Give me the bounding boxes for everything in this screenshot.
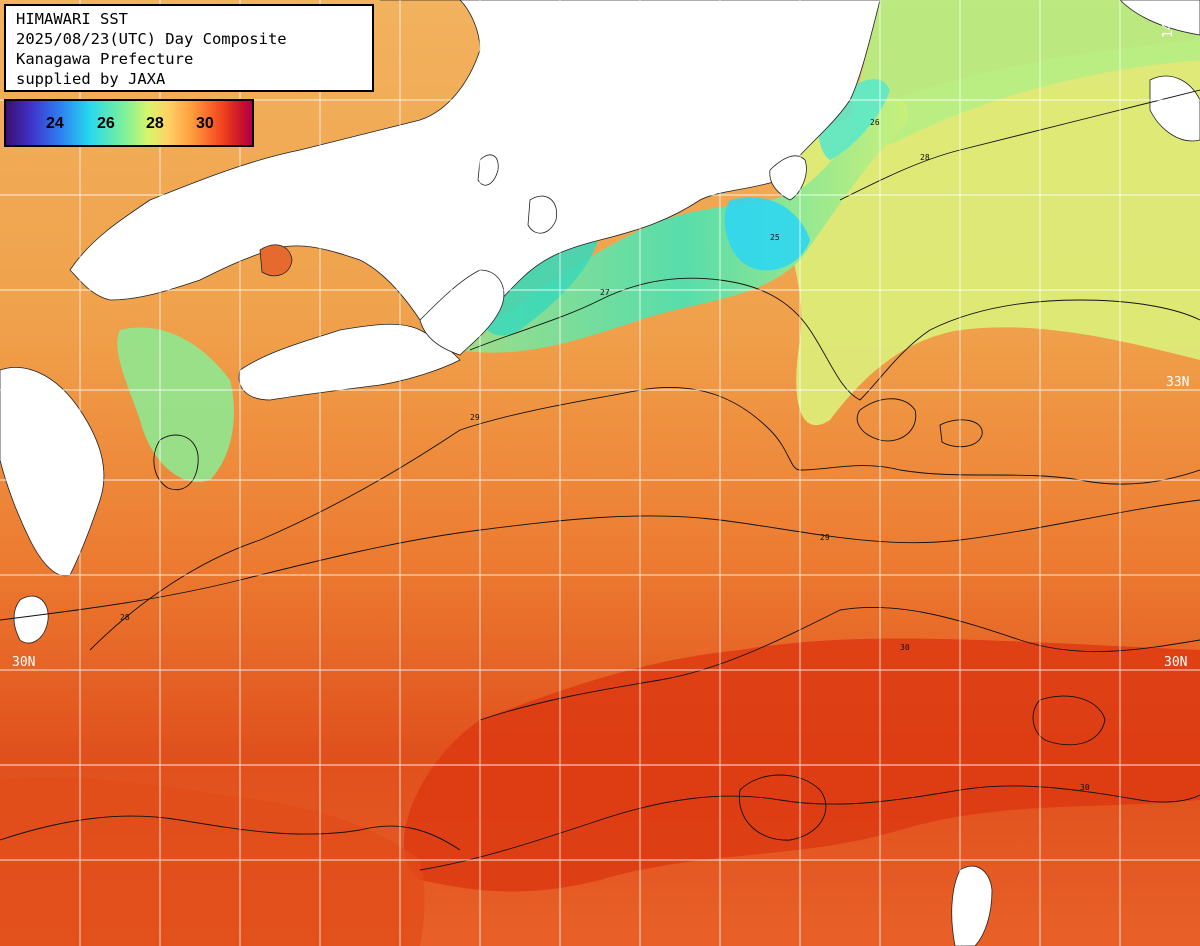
contour-eddy-3 (153, 434, 199, 490)
land-izu-peninsula (769, 155, 807, 201)
contour-label-30b: 30 (1080, 783, 1090, 792)
cold-patch (724, 197, 810, 271)
title-line-2: 2025/08/23(UTC) Day Composite (16, 30, 287, 48)
cool-coastal-water (460, 97, 909, 353)
legend-tick-28: 28 (146, 115, 164, 132)
contour-29-west (0, 815, 461, 851)
contour-eddy-4 (738, 774, 827, 841)
contour-eddy-5 (1032, 695, 1106, 746)
legend-tick-26: 26 (97, 115, 115, 132)
land-shikoku (238, 323, 461, 401)
land-honshu (69, 0, 881, 347)
land-island-1 (477, 154, 499, 186)
mild-water-region-north (852, 0, 1200, 146)
contour-label-29: 29 (470, 413, 480, 422)
contour-label-30: 30 (900, 643, 910, 652)
contour-eddy-1 (856, 398, 917, 442)
land-kii-peninsula (419, 269, 505, 356)
contour-eddy-2 (939, 419, 983, 448)
lat-label-30n-right: 30N (1164, 655, 1187, 670)
lon-label-14: 14 (1161, 22, 1176, 38)
contour-label-28: 28 (120, 613, 130, 622)
lat-label-30n-left: 30N (12, 655, 35, 670)
land-kyushu (0, 367, 105, 577)
title-line-3: Kanagawa Prefecture (16, 50, 194, 68)
land-island-3 (259, 244, 293, 277)
cool-water-kii (477, 235, 600, 336)
lon-label-136e: 136E (491, 9, 506, 40)
contour-label-28b: 28 (920, 153, 930, 162)
cool-water-seto (117, 327, 234, 482)
contour-27 (469, 277, 1200, 401)
color-legend: 24 26 28 30 (4, 99, 254, 147)
land-hachijo (951, 865, 993, 946)
title-line-1: HIMAWARI SST (16, 10, 128, 28)
contour-30-south (419, 785, 1200, 871)
contour-30 (479, 606, 1200, 721)
contour-28-north (839, 89, 1200, 201)
land-boso (1149, 75, 1200, 142)
lat-label-33n-right: 33N (1166, 375, 1189, 390)
land-island-2 (527, 195, 558, 234)
contour-lines (0, 89, 1200, 871)
legend-tick-24: 24 (46, 115, 64, 132)
contour-label-25: 25 (770, 233, 780, 242)
contour-28 (89, 386, 1200, 651)
contour-29 (0, 499, 1200, 621)
title-line-4: supplied by JAXA (16, 70, 166, 88)
title-box: HIMAWARI SST 2025/08/23(UTC) Day Composi… (4, 4, 374, 92)
legend-tick-30: 30 (196, 115, 214, 132)
contour-label-27: 27 (600, 288, 610, 297)
contour-label-26: 26 (870, 118, 880, 127)
warm-water-region-west (0, 777, 425, 946)
contour-label-29b: 29 (820, 533, 830, 542)
